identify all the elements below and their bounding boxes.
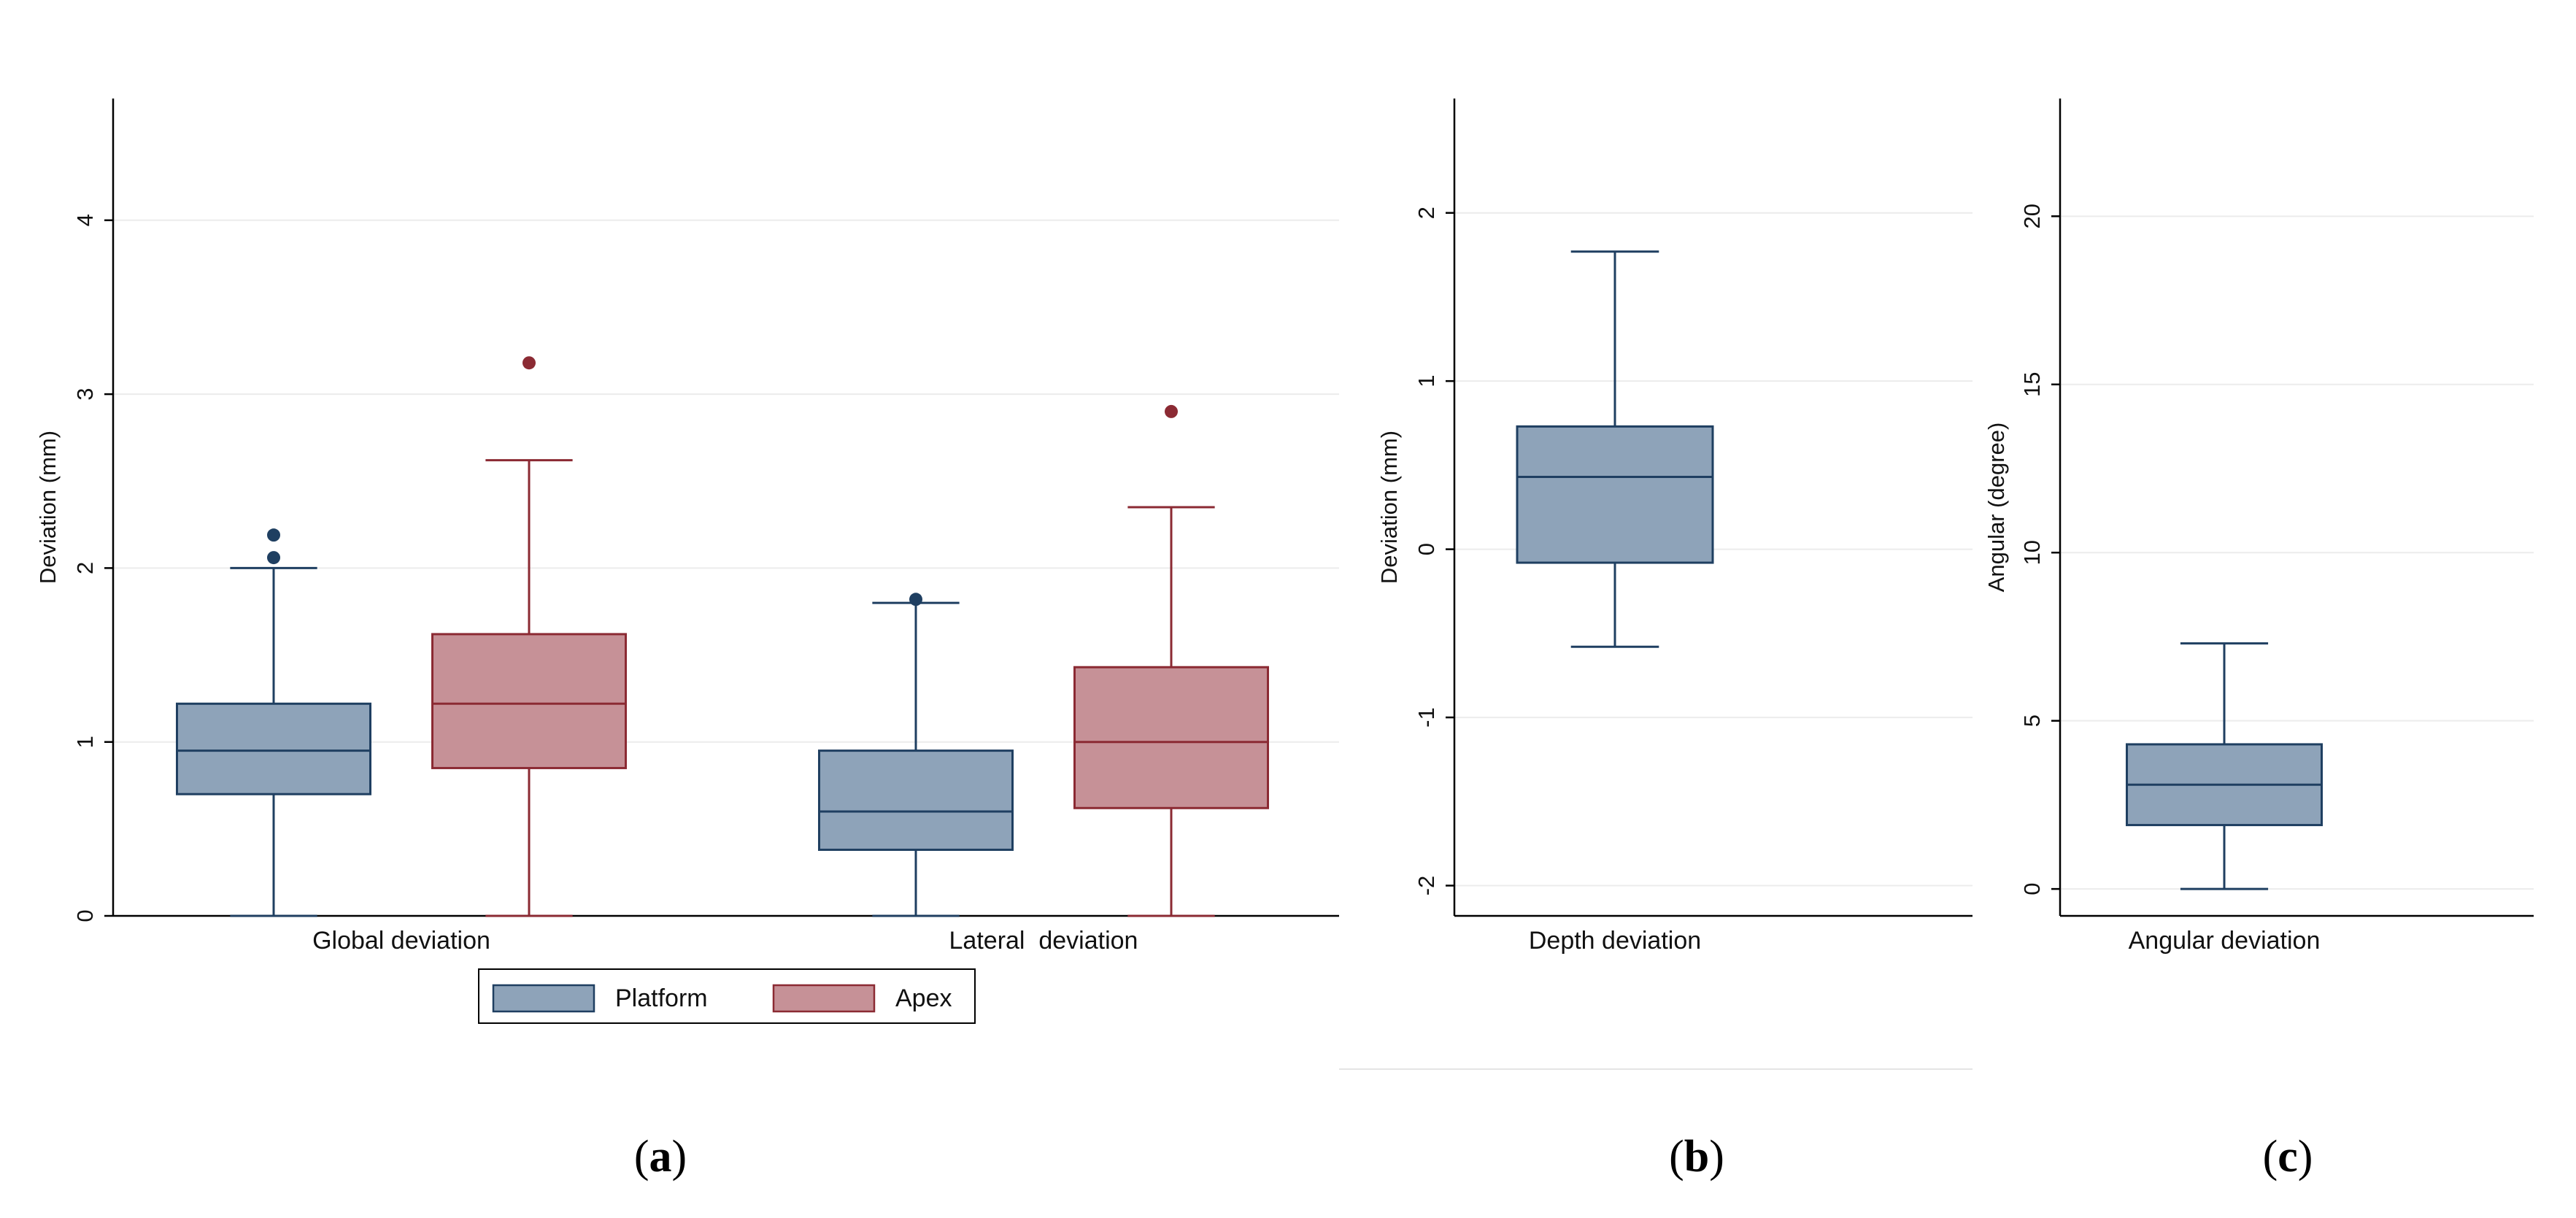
legend-label-platform: Platform	[615, 984, 708, 1012]
outlier-point	[1165, 404, 1178, 418]
panel-a-y-tick-label: 0	[72, 909, 98, 922]
box-a-platform-0	[176, 528, 371, 917]
legend-swatch-apex	[772, 984, 876, 1013]
box-a-apex-0	[431, 356, 627, 917]
box-c-angular-0	[2126, 642, 2323, 890]
panel-a-y-tick-label: 1	[72, 736, 98, 748]
panel-c-y-tick-label: 15	[2019, 372, 2045, 397]
iqr-box	[818, 749, 1014, 851]
panel-c-y-tick-label: 0	[2019, 883, 2045, 895]
panel-c-y-axis-title: Angular (degree)	[1983, 423, 2009, 593]
outlier-point	[909, 593, 922, 606]
panel-b-category-label: Depth deviation	[1529, 927, 1701, 955]
panel-b-y-tick-label: 0	[1414, 543, 1439, 555]
box-b-depth-0	[1516, 250, 1714, 648]
box-a-apex-1	[1073, 404, 1269, 917]
panel-b-y-tick-label: -2	[1414, 876, 1439, 896]
panel-c-y-tick-label: 20	[2019, 204, 2045, 228]
box-a-platform-1	[818, 593, 1014, 917]
outlier-point	[267, 551, 280, 565]
panel-a-y-tick-label: 3	[72, 388, 98, 400]
panel-b-y-axis-title: Deviation (mm)	[1376, 431, 1402, 584]
iqr-box	[431, 633, 627, 769]
panel-b-label: (b)	[1669, 1132, 1724, 1182]
panel-b-y-tick-label: -1	[1414, 707, 1439, 728]
panel-a-category-label: Lateral deviation	[949, 927, 1138, 955]
panel-c-y-tick-label: 5	[2019, 714, 2045, 727]
panel-a-legend: Platform Apex	[478, 968, 976, 1024]
panel-c: 0 5 10 15 20 Angular (degree) Angular deviat…	[1983, 99, 2534, 1182]
outlier-point	[522, 356, 536, 370]
panel-a-y-tick-label: 2	[72, 562, 98, 574]
panel-a-category-label: Global deviation	[312, 927, 490, 955]
outlier-point	[267, 528, 280, 542]
iqr-box	[176, 702, 371, 795]
iqr-box	[1516, 425, 1714, 564]
panel-a: 0 1 2 3 4 Deviation (mm) Global deviation Lat…	[35, 99, 1339, 1182]
panel-c-category-label: Angular deviation	[2129, 927, 2321, 955]
panel-b-y-tick-label: 1	[1414, 375, 1439, 388]
legend-label-apex: Apex	[895, 984, 952, 1012]
panel-b-y-tick-label: 2	[1414, 207, 1439, 219]
legend-swatch-platform	[492, 984, 595, 1013]
panel-c-label: (c)	[2263, 1132, 2313, 1182]
panel-a-y-tick-label: 4	[72, 214, 98, 226]
panel-b: -2 -1 0 1 2 Deviation (mm) Depth deviation (…	[1339, 99, 1973, 1182]
panel-a-y-axis-title: Deviation (mm)	[35, 431, 61, 584]
iqr-box	[1073, 666, 1269, 809]
panel-c-y-tick-label: 10	[2019, 540, 2045, 565]
panel-a-label: (a)	[634, 1132, 687, 1182]
